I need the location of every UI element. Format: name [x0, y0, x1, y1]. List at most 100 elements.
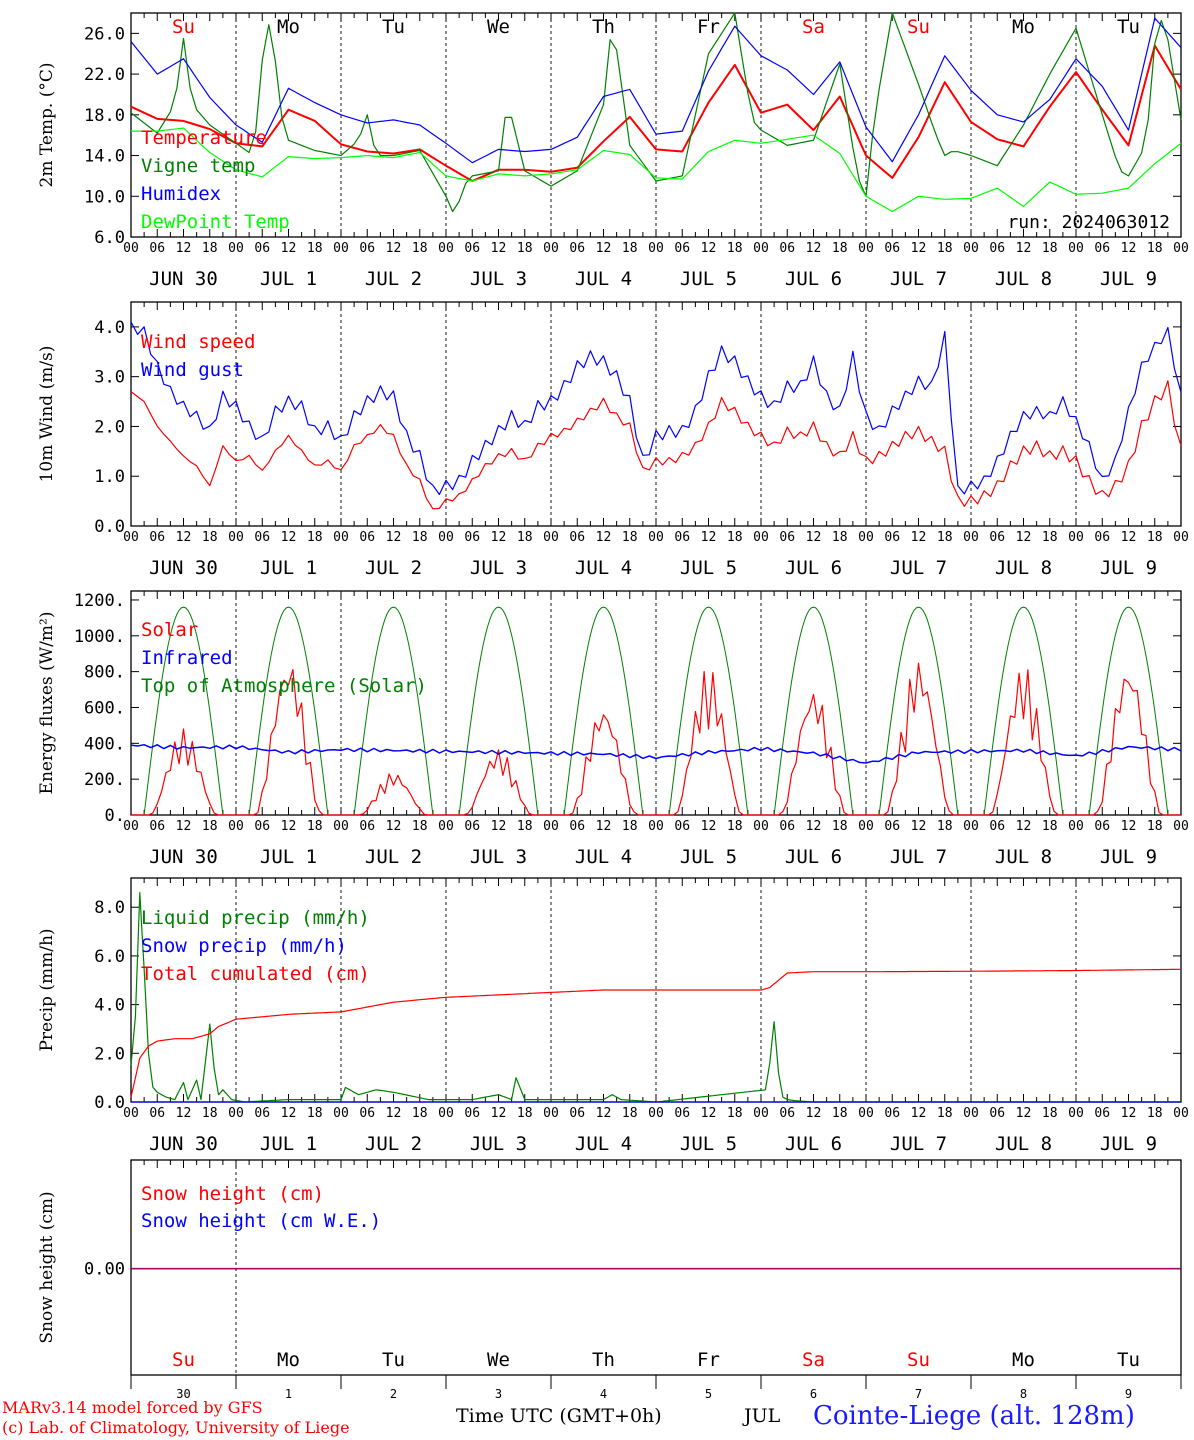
hour-tick-label: 18 — [727, 530, 743, 545]
hour-tick-label: 00 — [123, 1106, 139, 1121]
series-vigne-temp — [130, 12, 1182, 213]
date-label: JUL 2 — [365, 557, 422, 579]
hour-tick-label: 12 — [386, 530, 402, 545]
hour-tick-label: 18 — [1042, 1106, 1058, 1121]
hour-tick-label: 00 — [1068, 530, 1084, 545]
hour-tick-label: 00 — [333, 241, 349, 256]
day-number-label: 4 — [600, 1387, 607, 1401]
hour-tick-label: 12 — [176, 1106, 192, 1121]
hour-tick-label: 06 — [569, 241, 585, 256]
legend-entry: Wind speed — [141, 331, 255, 353]
weekday-label: Mo — [277, 16, 300, 38]
hour-tick-label: 06 — [149, 530, 165, 545]
y-tick-label: 1200. — [74, 591, 125, 611]
hour-tick-label: 18 — [202, 819, 218, 834]
legend-entry: Total cumulated (cm) — [141, 963, 370, 985]
hour-tick-label: 18 — [1042, 819, 1058, 834]
hour-tick-label: 12 — [596, 819, 612, 834]
hour-tick-label: 00 — [438, 819, 454, 834]
hour-tick-label: 06 — [359, 530, 375, 545]
y-tick-label: 0.0 — [94, 517, 125, 537]
date-label: JUL 2 — [365, 1133, 422, 1155]
y-tick-label: 400. — [84, 734, 125, 754]
y-tick-label: 0.0 — [94, 1093, 125, 1113]
hour-tick-label: 06 — [779, 1106, 795, 1121]
hour-tick-label: 18 — [307, 530, 323, 545]
hour-tick-label: 12 — [176, 819, 192, 834]
hour-tick-label: 18 — [1042, 241, 1058, 256]
date-label: JUL 9 — [1100, 846, 1157, 868]
hour-tick-label: 00 — [1173, 819, 1189, 834]
date-label: JUL 1 — [260, 846, 317, 868]
legend-entry: Wind gust — [141, 359, 244, 381]
hour-tick-label: 06 — [359, 819, 375, 834]
date-label: JUL 9 — [1100, 268, 1157, 290]
date-label: JUN 30 — [149, 557, 218, 579]
y-tick-label: 2.0 — [94, 1044, 125, 1064]
y-tick-label: 3.0 — [94, 368, 125, 388]
hour-tick-label: 06 — [674, 819, 690, 834]
hour-tick-label: 06 — [569, 530, 585, 545]
date-label: JUL 3 — [470, 1133, 527, 1155]
hour-tick-label: 00 — [858, 1106, 874, 1121]
hour-tick-label: 00 — [963, 530, 979, 545]
hour-tick-label: 12 — [911, 241, 927, 256]
day-number-label: 30 — [176, 1387, 190, 1401]
date-label: JUL 6 — [785, 846, 842, 868]
day-number-label: 3 — [495, 1387, 502, 1401]
hour-tick-label: 06 — [1094, 819, 1110, 834]
hour-tick-label: 12 — [1121, 530, 1137, 545]
hour-tick-label: 18 — [307, 819, 323, 834]
hour-tick-label: 06 — [569, 819, 585, 834]
hour-tick-label: 18 — [1042, 530, 1058, 545]
hour-tick-label: 00 — [648, 530, 664, 545]
hour-tick-label: 00 — [438, 241, 454, 256]
y-tick-label: 600. — [84, 698, 125, 718]
date-label: JUL 5 — [680, 846, 737, 868]
hour-tick-label: 12 — [386, 241, 402, 256]
date-label: JUL 7 — [890, 268, 947, 290]
hour-tick-label: 06 — [1094, 1106, 1110, 1121]
hour-tick-label: 00 — [1068, 819, 1084, 834]
weekday-label: Th — [592, 1349, 615, 1371]
series-solar — [131, 662, 1181, 816]
hour-tick-label: 12 — [491, 530, 507, 545]
weekday-label: Mo — [1012, 16, 1035, 38]
time-axis-label: Time UTC (GMT+0h) — [456, 1405, 662, 1427]
weekday-label: Mo — [1012, 1349, 1035, 1371]
weekday-label: We — [487, 1349, 510, 1371]
hour-tick-label: 12 — [281, 1106, 297, 1121]
weekday-label: Su — [172, 16, 195, 38]
plot-frame — [130, 301, 1182, 527]
hour-tick-label: 00 — [438, 530, 454, 545]
hour-tick-label: 00 — [648, 819, 664, 834]
panel-2: 00 06 12 18 JUN 30 00 06 12 18 JUL 1 00 06 12 18 JUL 2… — [37, 301, 1189, 579]
hour-tick-label: 18 — [832, 241, 848, 256]
date-label: JUL 5 — [680, 557, 737, 579]
panel-5: 0.00 Snow height (cm) Snow height (cm) Snow… — [37, 1159, 1182, 1401]
hour-tick-label: 12 — [1121, 1106, 1137, 1121]
hour-tick-label: 00 — [753, 241, 769, 256]
date-label: JUL 2 — [365, 846, 422, 868]
y-tick-label: 8.0 — [94, 898, 125, 918]
hour-tick-label: 06 — [989, 819, 1005, 834]
y-tick-label: 18.0 — [84, 106, 125, 126]
y-tick-label: 4.0 — [94, 996, 125, 1016]
date-label: JUL 8 — [995, 268, 1052, 290]
date-label: JUL 9 — [1100, 1133, 1157, 1155]
hour-tick-label: 06 — [254, 819, 270, 834]
legend-entry: Snow height (cm W.E.) — [141, 1210, 381, 1232]
day-number-label: 6 — [810, 1387, 817, 1401]
hour-tick-label: 18 — [517, 530, 533, 545]
legend-entry: Liquid precip (mm/h) — [141, 907, 370, 929]
date-label: JUL 7 — [890, 1133, 947, 1155]
hour-tick-label: 06 — [464, 241, 480, 256]
panel-4: 00 06 12 18 JUN 30 00 06 12 18 JUL 1 00 06 12 18 JUL 2… — [37, 877, 1189, 1155]
date-label: JUL 3 — [470, 557, 527, 579]
hour-tick-label: 12 — [911, 530, 927, 545]
hour-tick-label: 18 — [832, 819, 848, 834]
hour-tick-label: 18 — [1147, 530, 1163, 545]
legend-entry: Infrared — [141, 647, 233, 669]
date-label: JUL 6 — [785, 1133, 842, 1155]
day-number-label: 1 — [285, 1387, 292, 1401]
